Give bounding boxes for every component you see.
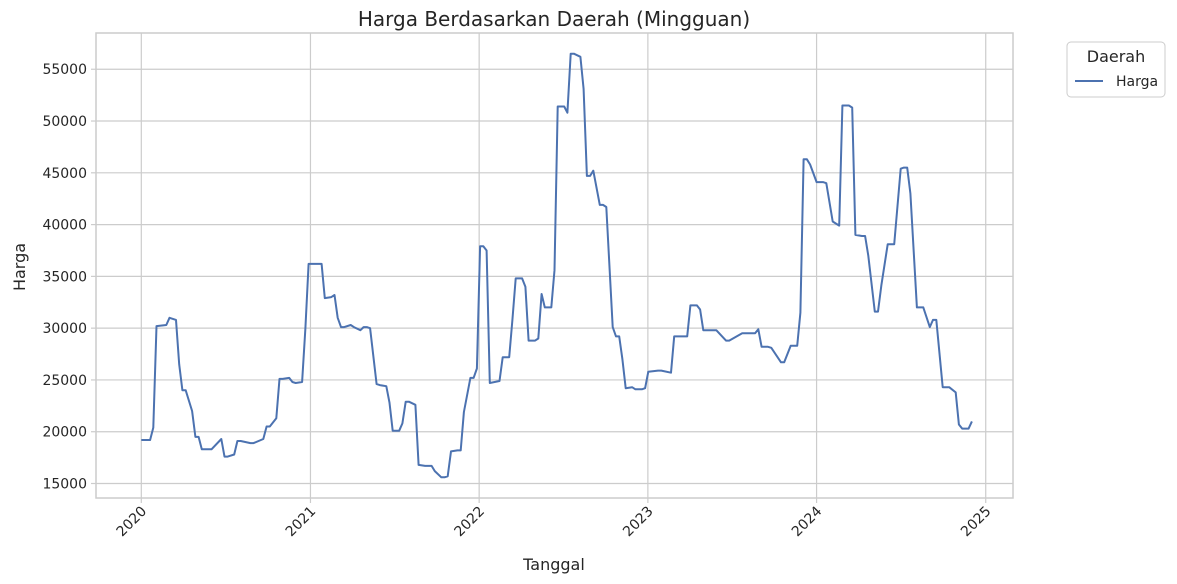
y-tick-label: 45000 bbox=[42, 166, 87, 182]
x-tick-label: 2024 bbox=[789, 503, 826, 540]
y-tick-label: 50000 bbox=[42, 114, 87, 130]
legend-label-harga: Harga bbox=[1116, 74, 1158, 90]
legend-title: Daerah bbox=[1087, 47, 1146, 66]
chart-title: Harga Berdasarkan Daerah (Mingguan) bbox=[358, 7, 750, 31]
x-axis-label: Tanggal bbox=[522, 555, 585, 574]
x-tick-label: 2023 bbox=[620, 504, 657, 541]
legend-box bbox=[1066, 41, 1166, 98]
legend: Daerah Harga bbox=[1066, 41, 1166, 98]
x-tick-label: 2021 bbox=[283, 504, 320, 541]
y-tick-label: 25000 bbox=[42, 373, 87, 389]
y-axis-ticks: 15000 20000 25000 30000 35000 40000 45000 50000… bbox=[42, 62, 96, 493]
x-tick-label: 2020 bbox=[114, 504, 151, 541]
y-tick-label: 30000 bbox=[42, 321, 87, 337]
plot-area-frame bbox=[95, 32, 1014, 499]
x-tick-label: 2022 bbox=[451, 504, 488, 541]
y-axis-label: Harga bbox=[10, 243, 29, 291]
x-axis-ticks: 2020 2021 2022 2023 2024 2025 bbox=[114, 498, 995, 540]
y-tick-label: 55000 bbox=[42, 62, 87, 78]
x-tick-label: 2025 bbox=[958, 504, 995, 541]
series-line-harga bbox=[141, 52, 973, 479]
y-tick-label: 15000 bbox=[42, 477, 87, 493]
y-tick-label: 35000 bbox=[42, 269, 87, 285]
y-tick-label: 20000 bbox=[42, 425, 87, 441]
y-tick-label: 40000 bbox=[42, 218, 87, 234]
